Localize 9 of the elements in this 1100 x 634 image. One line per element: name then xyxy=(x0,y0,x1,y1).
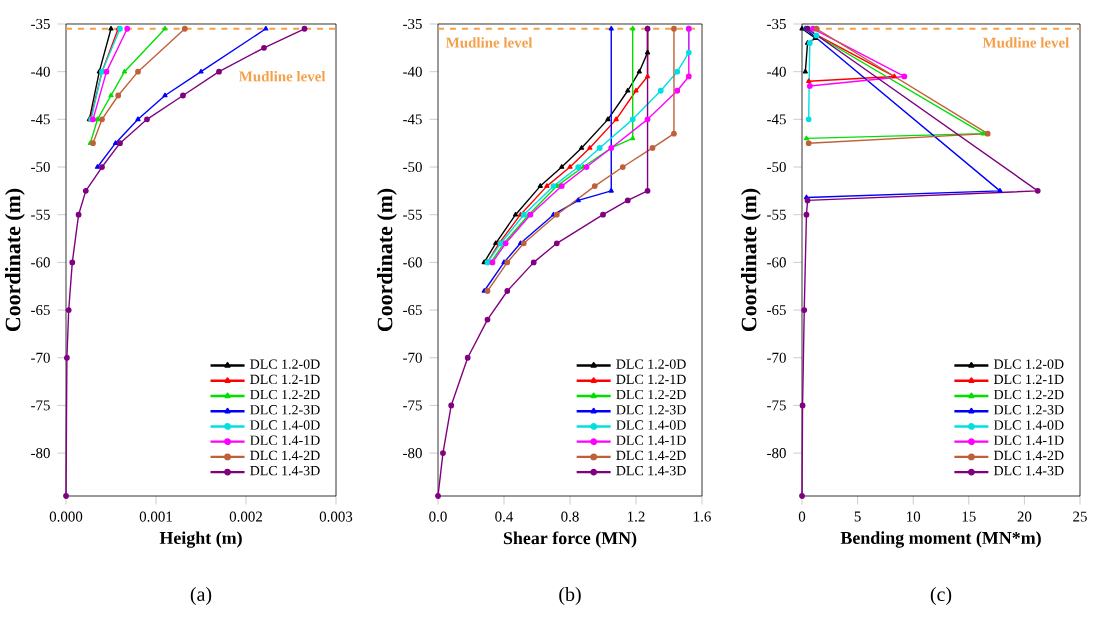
x-axis-title: Shear force (MN) xyxy=(503,531,637,548)
text: (a) xyxy=(190,587,212,606)
y-axis-title: Coordinate (m) xyxy=(376,188,397,332)
text: (c) xyxy=(930,587,952,606)
y-axis-title: Coordinate (m) xyxy=(740,188,761,332)
x-axis-title: Height (m) xyxy=(159,531,242,548)
x-axis-title: Bending moment (MN*m) xyxy=(840,531,1041,548)
y-axis-title: Coordinate (m) xyxy=(4,188,25,332)
text: (b) xyxy=(559,587,581,606)
